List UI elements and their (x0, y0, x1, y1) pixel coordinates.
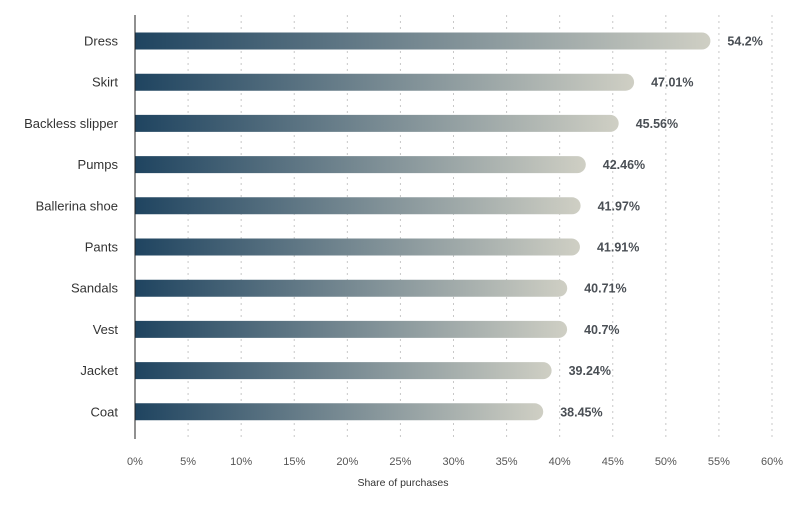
category-label: Ballerina shoe (36, 198, 118, 213)
x-axis-label: Share of purchases (357, 477, 448, 489)
bar (135, 73, 635, 91)
value-label: 38.45% (560, 405, 602, 419)
bar (135, 279, 568, 297)
category-label: Pumps (78, 157, 119, 172)
x-tick-label: 20% (336, 456, 358, 468)
x-tick-label: 60% (761, 456, 783, 468)
bar (135, 156, 586, 174)
category-label: Pants (85, 240, 119, 255)
value-label: 40.7% (584, 323, 619, 337)
bar (135, 362, 552, 380)
bar (135, 32, 711, 50)
value-label: 40.71% (584, 282, 626, 296)
value-label: 54.2% (727, 35, 762, 49)
x-tick-label: 35% (496, 456, 518, 468)
x-tick-label: 55% (708, 456, 730, 468)
value-label: 39.24% (569, 364, 611, 378)
x-tick-label: 5% (180, 456, 196, 468)
category-label: Sandals (71, 281, 118, 296)
x-tick-label: 30% (442, 456, 464, 468)
bar (135, 238, 580, 256)
value-label: 42.46% (603, 158, 645, 172)
category-label: Backless slipper (24, 116, 119, 131)
category-label: Jacket (80, 363, 118, 378)
category-label: Coat (91, 404, 119, 419)
category-label: Dress (84, 34, 118, 49)
value-label: 45.56% (636, 117, 678, 131)
category-label: Vest (93, 322, 119, 337)
bar (135, 114, 619, 132)
x-tick-label: 40% (549, 456, 571, 468)
category-label: Skirt (92, 75, 118, 90)
x-tick-label: 50% (655, 456, 677, 468)
bar (135, 403, 544, 421)
x-tick-label: 25% (389, 456, 411, 468)
bar (135, 197, 581, 215)
x-tick-label: 10% (230, 456, 252, 468)
x-tick-label: 0% (127, 456, 143, 468)
value-label: 41.97% (598, 199, 640, 213)
x-tick-label: 45% (602, 456, 624, 468)
bar (135, 320, 568, 338)
value-label: 41.91% (597, 241, 639, 255)
x-tick-label: 15% (283, 456, 305, 468)
value-label: 47.01% (651, 76, 693, 90)
